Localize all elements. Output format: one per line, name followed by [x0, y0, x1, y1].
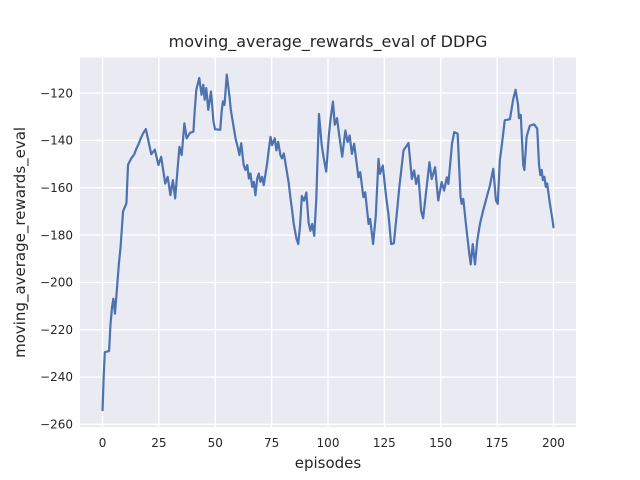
x-tick-label: 25: [151, 436, 166, 450]
x-tick-label: 125: [373, 436, 396, 450]
y-tick-label: −200: [40, 276, 73, 290]
y-tick-label: −220: [40, 323, 73, 337]
series-line: [101, 73, 555, 412]
x-tick-label: 200: [542, 436, 565, 450]
y-tick-label: −120: [40, 86, 73, 100]
y-axis-label: moving_average_rewards_eval: [11, 127, 30, 358]
y-tick-label: −260: [40, 418, 73, 432]
plot-layer: 0 25 50 75 100 125 150 175 200 −120 −140 −160 −180 −2…: [40, 57, 576, 450]
y-tick-label: −180: [40, 228, 73, 242]
x-tick-label: 0: [99, 436, 107, 450]
x-tick-label: 75: [264, 436, 279, 450]
x-tick-label: 50: [208, 436, 223, 450]
x-tick-label: 150: [429, 436, 452, 450]
y-tick-label: −160: [40, 181, 73, 195]
x-axis-label: episodes: [295, 454, 362, 472]
x-tick-label: 175: [486, 436, 509, 450]
chart-title: moving_average_rewards_eval of DDPG: [169, 32, 488, 52]
y-tick-label: −240: [40, 370, 73, 384]
y-tick-label: −140: [40, 134, 73, 148]
x-tick-label: 100: [317, 436, 340, 450]
